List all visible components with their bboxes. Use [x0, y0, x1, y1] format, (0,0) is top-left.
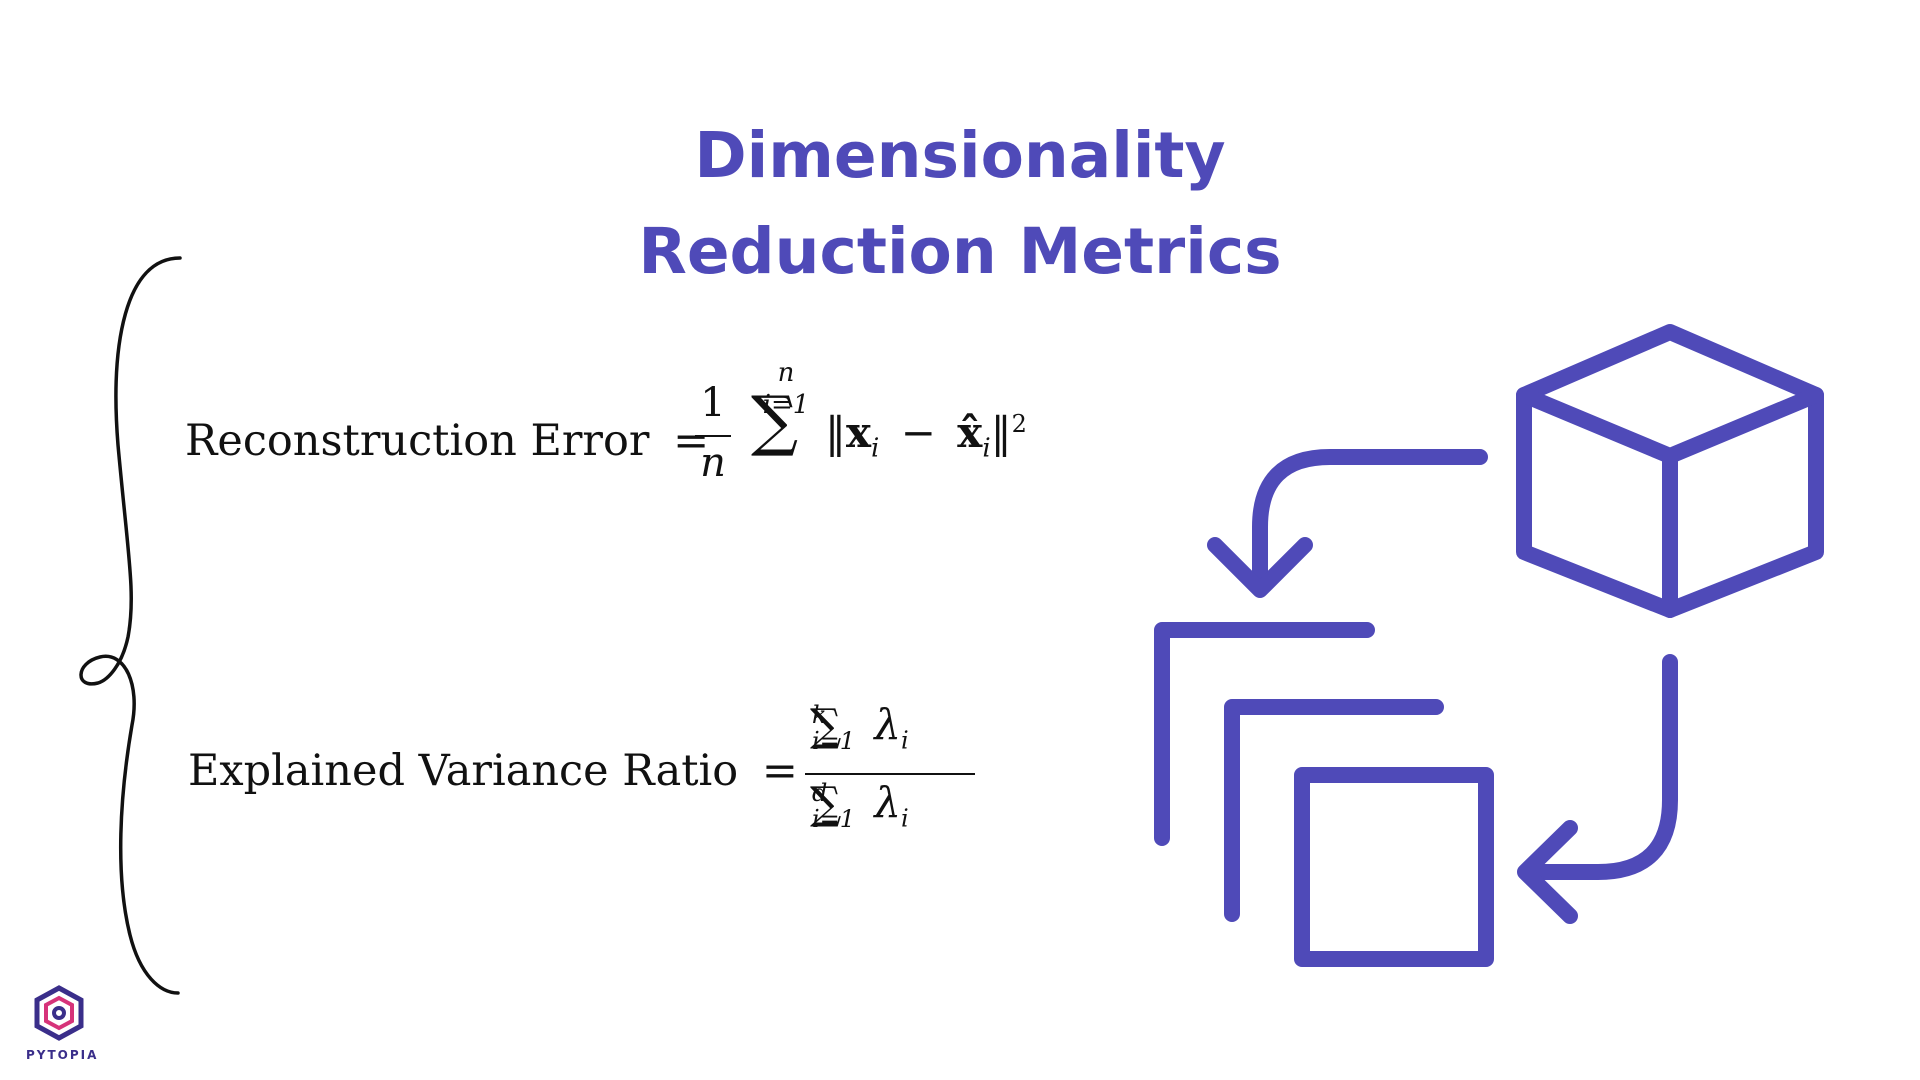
curly-brace-decoration: [79, 256, 182, 995]
equals-sign: =: [761, 746, 798, 796]
square-layer-middle: [1224, 699, 1444, 922]
explained-variance-label: Explained Variance Ratio =: [188, 746, 798, 796]
sum-lower-limit: i=1: [762, 390, 810, 420]
ratio-denominator: ∑ d i=1 λi: [810, 778, 909, 832]
square-layer-back: [1154, 622, 1375, 846]
arrow-left-icon: [1522, 654, 1678, 880]
exponent-two: 2: [1011, 410, 1027, 438]
norm-close: ‖: [990, 408, 1012, 457]
summation: n ∑ i=1: [751, 358, 821, 454]
numerator-sum-symbol: ∑: [810, 700, 842, 751]
x-hat-subscript: i: [982, 433, 991, 464]
logo-text: PYTOPIA: [26, 1048, 99, 1062]
denominator-lambda-subscript: i: [901, 804, 909, 833]
norm-expression: ‖xi − x̂i‖2: [825, 408, 1027, 463]
title-line-2: Reduction Metrics: [638, 215, 1282, 288]
denominator-sum-symbol: ∑: [810, 778, 842, 829]
reconstruction-error-label: Reconstruction Error =: [185, 416, 710, 466]
slide-title: Dimensionality Reduction Metrics: [460, 108, 1460, 300]
sum-symbol: ∑: [751, 382, 799, 459]
x-vector: x: [846, 408, 872, 457]
x-subscript: i: [871, 433, 880, 464]
sum-upper-limit: n: [777, 358, 795, 388]
numerator-lambda-subscript: i: [901, 726, 909, 755]
equals-sign: =: [673, 416, 710, 466]
x-hat-vector: x̂: [957, 408, 983, 457]
fraction-denominator: n: [700, 440, 726, 486]
numerator-lower-limit: i=1: [812, 727, 856, 755]
title-line-1: Dimensionality: [694, 119, 1226, 192]
pytopia-hexagon-logo-icon: [34, 985, 84, 1041]
dimensionality-reduction-icon: [1154, 324, 1824, 967]
denominator-lower-limit: i=1: [812, 805, 856, 833]
numerator-lambda: λ: [874, 700, 902, 749]
denominator-lambda: λ: [874, 778, 902, 827]
numerator-upper-limit: k: [812, 701, 827, 729]
denominator-upper-limit: d: [812, 779, 828, 807]
fraction-bar: [695, 435, 731, 437]
pytopia-logo: PYTOPIA: [26, 985, 99, 1062]
minus-sign: −: [900, 408, 936, 457]
arrow-down-icon: [1252, 449, 1488, 593]
ratio-fraction-bar: [805, 773, 975, 775]
norm-open: ‖: [825, 408, 846, 457]
square-layer-front: [1294, 767, 1494, 967]
ratio-numerator: ∑ k i=1 λi: [810, 700, 909, 754]
fraction-numerator: 1: [700, 380, 726, 426]
